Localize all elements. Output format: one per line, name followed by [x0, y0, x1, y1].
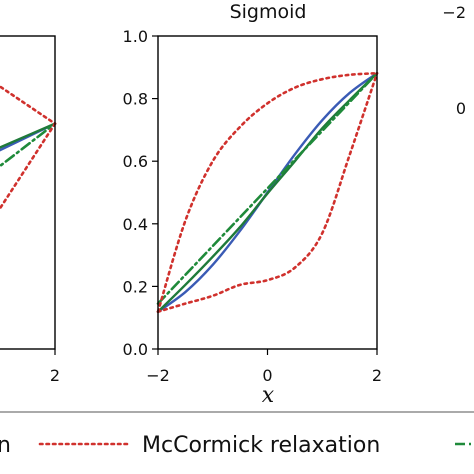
legend: n McCormick relaxation [0, 411, 474, 474]
left-panel-curves [0, 84, 57, 211]
legend-label-mccormick: McCormick relaxation [142, 433, 380, 458]
left-panel-frame [0, 35, 56, 350]
y-tick-label: 0.4 [123, 215, 148, 234]
y-tick-label: 1.0 [123, 27, 148, 46]
sigmoid-series-3 [156, 71, 379, 314]
sigmoid-series-1 [156, 72, 379, 313]
x-axis-label: x [262, 383, 275, 408]
chart-title: Sigmoid [230, 1, 307, 23]
right-panel-axes: 0−2−4 [442, 3, 466, 118]
left-series-4 [0, 122, 57, 211]
y-tick-label: 0.2 [123, 277, 148, 296]
left-panel: 2 [0, 35, 60, 385]
right-y-tick-label: 0 [456, 99, 466, 118]
right-panel: 0−2−4 [442, 3, 466, 118]
left-series-1 [0, 122, 57, 149]
left-x-tick-label: 2 [50, 366, 60, 385]
left-series-3 [0, 84, 57, 125]
legend-frame [0, 411, 474, 474]
x-tick-label: −2 [146, 366, 170, 385]
sigmoid-series-2 [156, 71, 379, 305]
y-tick-label: 0.6 [123, 152, 148, 171]
legend-label-0: n [0, 433, 11, 458]
y-tick-label: 0.0 [123, 340, 148, 359]
y-tick-label: 0.8 [123, 90, 148, 109]
sigmoid-panel: Sigmoid 0.0 0.2 0.4 0.6 0.8 1.0 −2 0 2 x [123, 1, 383, 408]
x-tick-label: 2 [372, 366, 382, 385]
left-series-2 [0, 122, 57, 168]
x-tick-label: 0 [262, 366, 272, 385]
sigmoid-axes: 0.0 0.2 0.4 0.6 0.8 1.0 −2 0 2 [123, 27, 383, 385]
sigmoid-curves [156, 71, 379, 314]
sigmoid-series-4 [156, 71, 379, 314]
right-y-tick-label: −2 [442, 3, 466, 22]
